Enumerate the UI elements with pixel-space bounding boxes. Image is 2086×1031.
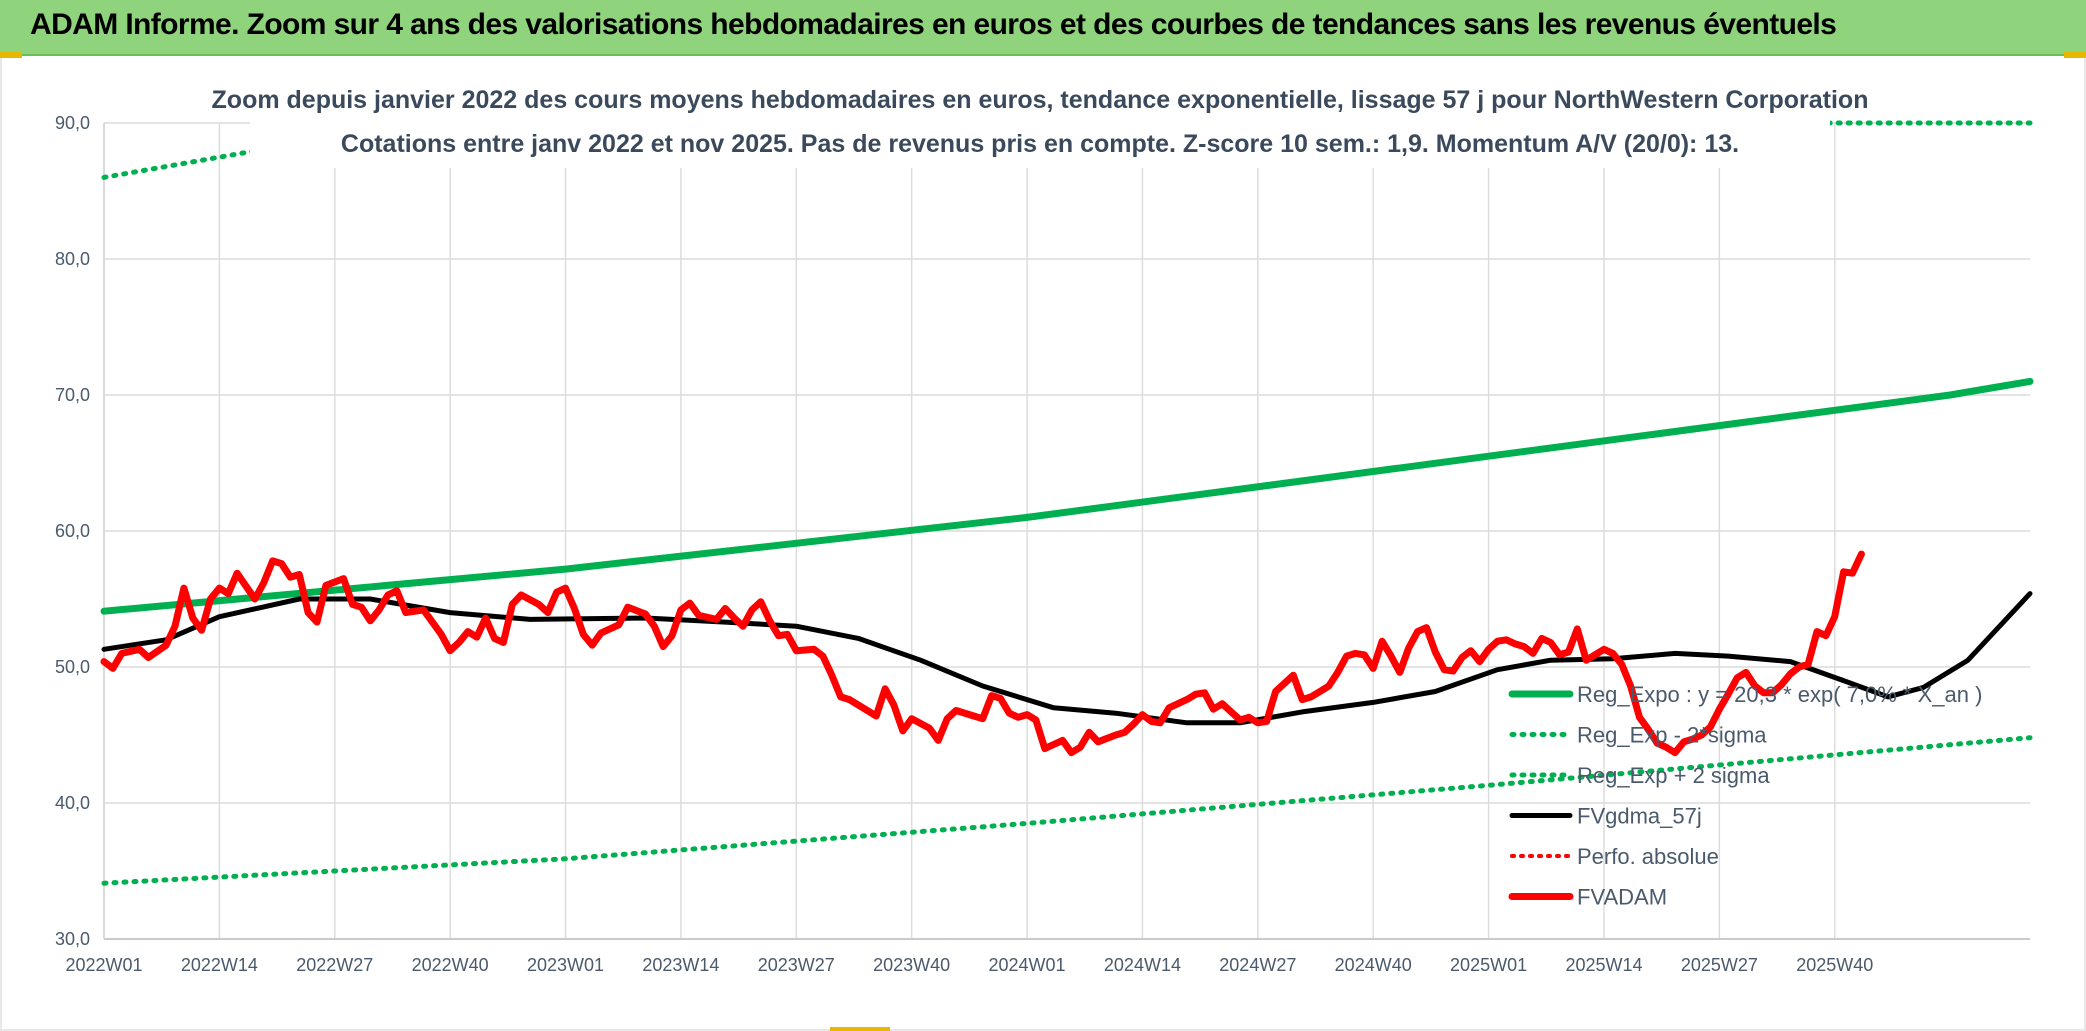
legend-label: Perfo. absolue — [1577, 844, 1719, 869]
x-tick-label: 2022W40 — [412, 955, 489, 975]
x-tick-label: 2022W14 — [181, 955, 258, 975]
series-fvadam — [100, 550, 1865, 757]
subtitle-background — [250, 80, 1830, 168]
report-title: ADAM Informe. Zoom sur 4 ans des valoris… — [30, 8, 1837, 41]
legend-label: Reg_Expo : y = 20,3 * exp( 7,0% * X_an ) — [1577, 682, 1982, 707]
y-axis-ticks: 30,0 40,0 50,0 60,0 70,0 80,0 90,0 — [55, 113, 90, 949]
legend-label: FVADAM — [1577, 885, 1667, 910]
series-fvgdma-57j — [101, 591, 2033, 726]
y-tick-label: 70,0 — [55, 385, 90, 405]
x-tick-label: 2022W27 — [296, 955, 373, 975]
corner-accent-right — [2064, 52, 2086, 58]
grid-lines — [103, 122, 2030, 940]
series-layer — [100, 120, 2034, 886]
legend-label: Reg_Exp - 2*sigma — [1577, 723, 1767, 748]
y-tick-label: 60,0 — [55, 521, 90, 541]
chart-subtitle-line2: Cotations entre janv 2022 et nov 2025. P… — [341, 130, 1739, 158]
x-tick-label: 2023W01 — [527, 955, 604, 975]
legend-label: Reg_Exp + 2 sigma — [1577, 763, 1770, 788]
y-tick-label: 30,0 — [55, 929, 90, 949]
x-tick-label: 2023W40 — [873, 955, 950, 975]
x-tick-label: 2024W01 — [989, 955, 1066, 975]
x-tick-label: 2024W40 — [1335, 955, 1412, 975]
corner-accent-bottom — [830, 1027, 890, 1031]
series-reg-exp-minus-2sigma — [101, 735, 2033, 886]
x-axis-ticks: 2022W01 2022W14 2022W27 2022W40 2023W01 2023W… — [65, 955, 1873, 975]
x-tick-label: 2024W27 — [1219, 955, 1296, 975]
x-tick-label: 2025W01 — [1450, 955, 1527, 975]
report-banner: ADAM Informe. Zoom sur 4 ans des valoris… — [0, 0, 2086, 56]
corner-accent-left — [0, 52, 22, 58]
x-tick-label: 2023W27 — [758, 955, 835, 975]
series-reg-expo — [100, 377, 2034, 615]
x-tick-label: 2022W01 — [65, 955, 142, 975]
x-tick-label: 2025W40 — [1796, 955, 1873, 975]
legend: Reg_Expo : y = 20,3 * exp( 7,0% * X_an )… — [1508, 682, 1982, 910]
y-tick-label: 80,0 — [55, 249, 90, 269]
chart-subtitle-line1: Zoom depuis janvier 2022 des cours moyen… — [212, 86, 1869, 114]
y-tick-label: 50,0 — [55, 657, 90, 677]
x-tick-label: 2025W27 — [1681, 955, 1758, 975]
x-tick-label: 2024W14 — [1104, 955, 1181, 975]
y-tick-label: 90,0 — [55, 113, 90, 133]
x-tick-label: 2025W14 — [1565, 955, 1642, 975]
x-tick-label: 2023W14 — [642, 955, 719, 975]
legend-label: FVgdma_57j — [1577, 804, 1702, 829]
y-tick-label: 40,0 — [55, 793, 90, 813]
